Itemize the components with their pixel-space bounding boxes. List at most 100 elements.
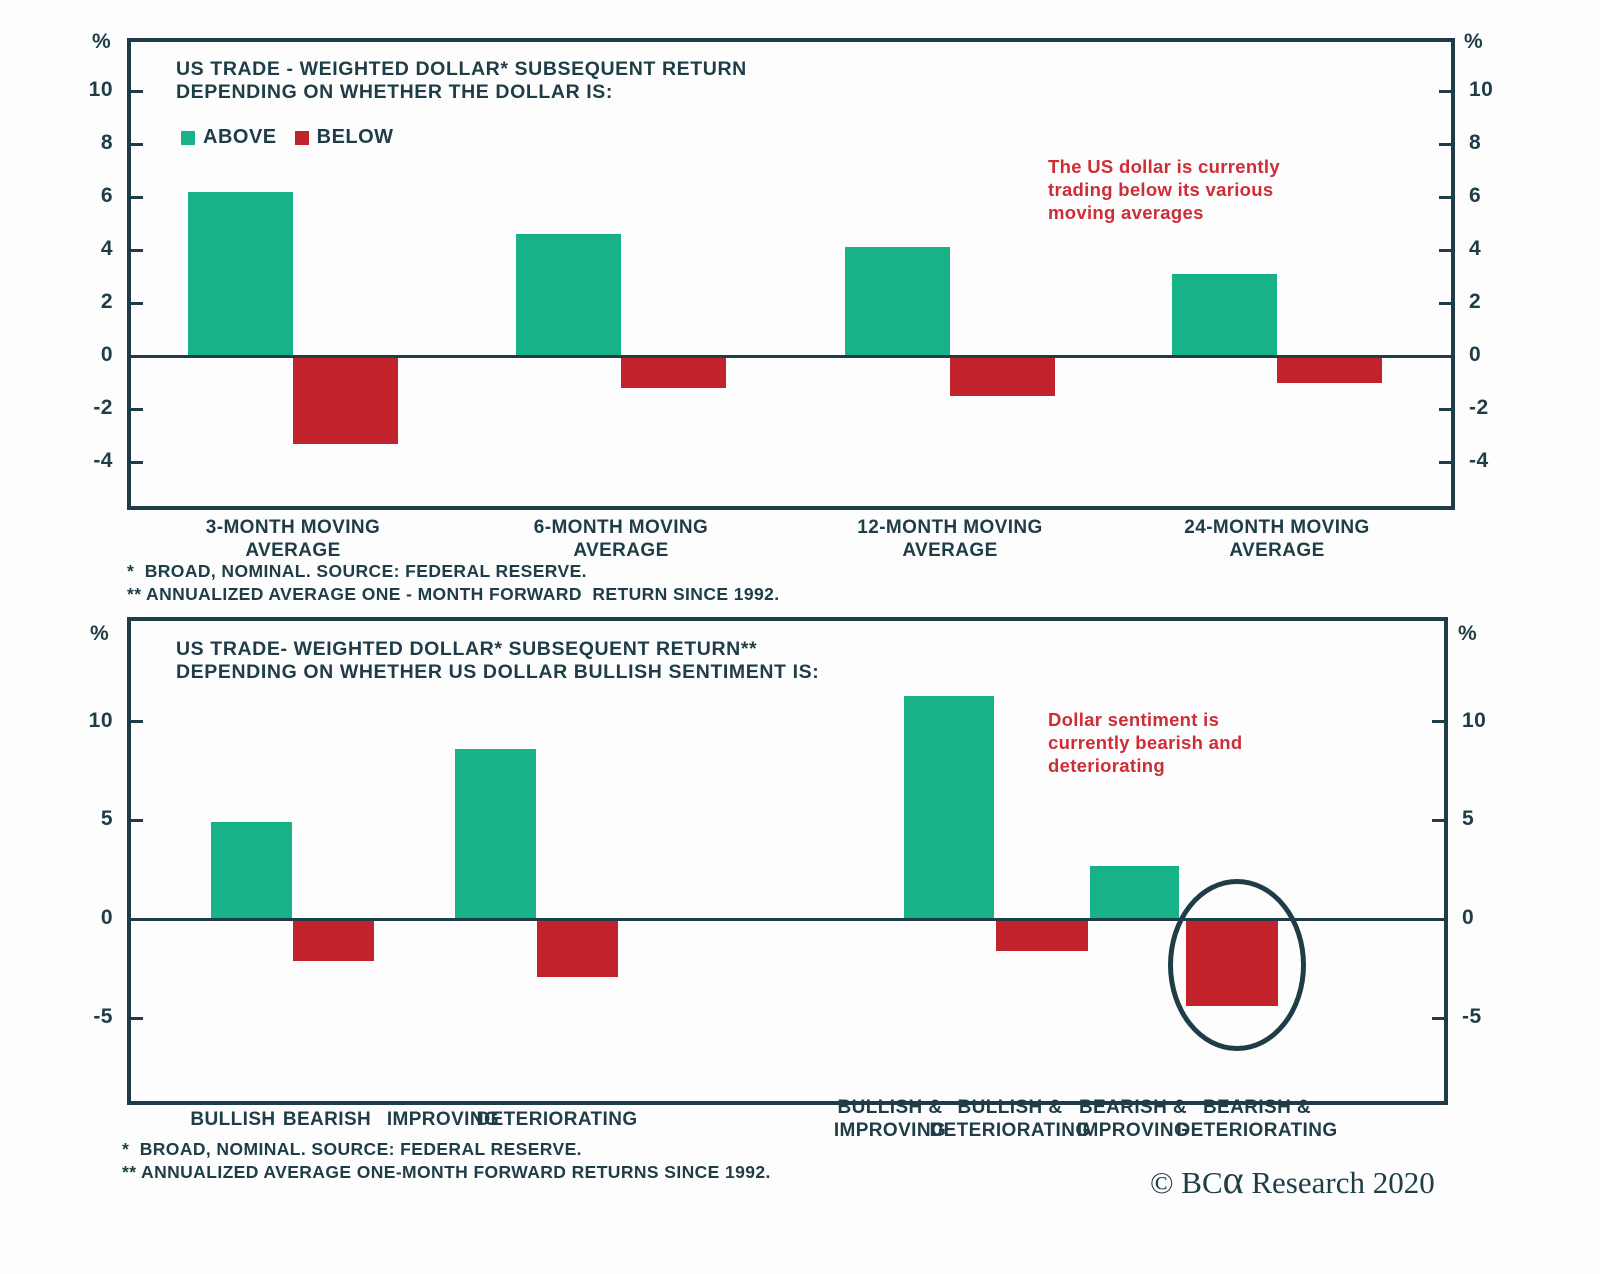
- legend-top-chart: ABOVE BELOW: [181, 126, 394, 149]
- y-tick-label-left: -5: [93, 1005, 113, 1029]
- y-tick-label-right: -5: [1462, 1005, 1482, 1029]
- chart-title-bottom-line1: US TRADE- WEIGHTED DOLLAR* SUBSEQUENT RE…: [176, 638, 758, 660]
- x-category-label: BEARISH & DETERIORATING: [1176, 1097, 1338, 1141]
- y-tick-label-left: 0: [100, 343, 113, 367]
- y-tick-label-left: 0: [100, 906, 113, 930]
- bar-above-6-month-moving: [516, 234, 621, 357]
- legend-label-below: BELOW: [316, 126, 394, 148]
- footnote-bottom-1: * BROAD, NOMINAL. SOURCE: FEDERAL RESERV…: [122, 1139, 582, 1159]
- chart-title-top-line1: US TRADE - WEIGHTED DOLLAR* SUBSEQUENT R…: [176, 58, 747, 80]
- tick-mark-left: [130, 301, 143, 305]
- y-tick-label-right: -4: [1469, 449, 1489, 473]
- x-category-label: 6-MONTH MOVING AVERAGE: [533, 517, 709, 561]
- highlight-circle-bearish-deteriorating: [1168, 879, 1306, 1051]
- x-category-label: IMPROVING: [386, 1109, 500, 1130]
- tick-mark-left: [130, 720, 143, 724]
- chart-title-top-line2: DEPENDING ON WHETHER THE DOLLAR IS:: [176, 81, 614, 103]
- bar-below-12-month-moving: [950, 356, 1055, 396]
- footnote-top-2: ** ANNUALIZED AVERAGE ONE - MONTH FORWAR…: [127, 584, 780, 604]
- y-axis-percent-left-bottom-chart: %: [90, 622, 109, 645]
- y-tick-label-right: 2: [1469, 290, 1482, 314]
- x-category-label: BULLISH & IMPROVING: [833, 1097, 947, 1141]
- tick-mark-right: [1432, 720, 1445, 724]
- x-category-label: BULLISH: [190, 1109, 276, 1130]
- annotation-top-line1: The US dollar is currently: [1048, 156, 1280, 177]
- y-tick-label-left: 10: [88, 708, 113, 732]
- y-tick-label-right: 0: [1462, 906, 1475, 930]
- bar-bearish-improving: [1090, 865, 1179, 920]
- bar-below-3-month-moving: [293, 356, 398, 444]
- plot-frame-bottom: [127, 617, 1448, 1105]
- y-axis-percent-left-top-chart: %: [92, 30, 111, 53]
- y-tick-label-left: 8: [100, 131, 113, 155]
- footnote-top-1: * BROAD, NOMINAL. SOURCE: FEDERAL RESERV…: [127, 561, 587, 581]
- tick-mark-right: [1439, 301, 1452, 305]
- bar-below-24-month-moving: [1277, 356, 1382, 383]
- tick-mark-left: [130, 142, 143, 146]
- tick-mark-right: [1439, 407, 1452, 411]
- annotation-bottom-line2: currently bearish and: [1048, 732, 1243, 753]
- tick-mark-left: [130, 1016, 143, 1020]
- bar-bullish: [211, 822, 292, 920]
- bar-above-24-month-moving: [1172, 274, 1277, 357]
- tick-mark-left: [130, 195, 143, 199]
- annotation-sentiment-bearish: Dollar sentiment is currently bearish an…: [1048, 708, 1242, 777]
- bar-bullish-deteriorating: [996, 919, 1088, 951]
- bar-bearish: [293, 919, 374, 961]
- bar-bullish-improving: [904, 696, 994, 920]
- tick-mark-left: [130, 89, 143, 93]
- y-tick-label-right: 10: [1462, 708, 1487, 732]
- brand-suffix: Research 2020: [1243, 1165, 1435, 1200]
- annotation-bottom-line3: deteriorating: [1048, 755, 1165, 776]
- y-axis-percent-right-top-chart: %: [1464, 30, 1483, 53]
- annotation-bottom-line1: Dollar sentiment is: [1048, 709, 1220, 730]
- tick-mark-left: [130, 248, 143, 252]
- legend-swatch-below: [294, 130, 309, 145]
- legend-swatch-above: [181, 130, 195, 145]
- y-tick-label-left: 10: [88, 78, 113, 102]
- x-category-label: BEARISH: [282, 1109, 372, 1130]
- y-tick-label-left: 5: [100, 807, 113, 831]
- tick-mark-right: [1439, 460, 1452, 464]
- brand-prefix: © BC: [1150, 1165, 1223, 1200]
- y-tick-label-right: 10: [1469, 78, 1494, 102]
- y-tick-label-right: -2: [1469, 396, 1489, 420]
- tick-mark-right: [1439, 142, 1452, 146]
- brand-alpha-glyph: α: [1222, 1157, 1244, 1202]
- x-category-label: 12-MONTH MOVING AVERAGE: [857, 517, 1043, 561]
- tick-mark-left: [130, 818, 143, 822]
- x-category-label: 3-MONTH MOVING AVERAGE: [205, 517, 381, 561]
- footnote-bottom-2: ** ANNUALIZED AVERAGE ONE-MONTH FORWARD …: [122, 1162, 771, 1182]
- zero-axis-line: [127, 354, 1455, 358]
- bar-below-6-month-moving: [621, 356, 726, 388]
- y-tick-label-left: -2: [93, 396, 113, 420]
- y-tick-label-right: 6: [1469, 184, 1482, 208]
- x-category-label: DETERIORATING: [476, 1109, 638, 1130]
- y-tick-label-right: 0: [1469, 343, 1482, 367]
- bar-deteriorating: [537, 919, 618, 977]
- y-axis-percent-right-bottom-chart: %: [1458, 622, 1477, 645]
- bar-above-12-month-moving: [845, 247, 950, 357]
- legend-label-above: ABOVE: [203, 126, 277, 148]
- chart-title-bottom: US TRADE- WEIGHTED DOLLAR* SUBSEQUENT RE…: [176, 638, 819, 684]
- plot-frame-top: [127, 38, 1455, 510]
- x-category-label: 24-MONTH MOVING AVERAGE: [1184, 517, 1370, 561]
- zero-axis-line: [127, 917, 1448, 921]
- x-category-label: BEARISH & IMPROVING: [1076, 1097, 1190, 1141]
- bar-above-3-month-moving: [188, 191, 293, 357]
- tick-mark-right: [1439, 89, 1452, 93]
- y-tick-label-right: 5: [1462, 807, 1475, 831]
- annotation-top-line2: trading below its various: [1048, 179, 1274, 200]
- y-tick-label-right: 4: [1469, 237, 1482, 261]
- bar-improving: [455, 749, 536, 920]
- y-tick-label-left: 4: [100, 237, 113, 261]
- tick-mark-right: [1432, 818, 1445, 822]
- x-category-label: BULLISH & DETERIORATING: [929, 1097, 1091, 1141]
- y-tick-label-left: 2: [100, 290, 113, 314]
- y-tick-label-right: 8: [1469, 131, 1482, 155]
- tick-mark-right: [1439, 195, 1452, 199]
- annotation-dollar-below-averages: The US dollar is currently trading below…: [1048, 155, 1280, 224]
- chart-title-top: US TRADE - WEIGHTED DOLLAR* SUBSEQUENT R…: [176, 58, 747, 104]
- y-tick-label-left: 6: [100, 184, 113, 208]
- footnotes-top-chart: * BROAD, NOMINAL. SOURCE: FEDERAL RESERV…: [127, 560, 780, 606]
